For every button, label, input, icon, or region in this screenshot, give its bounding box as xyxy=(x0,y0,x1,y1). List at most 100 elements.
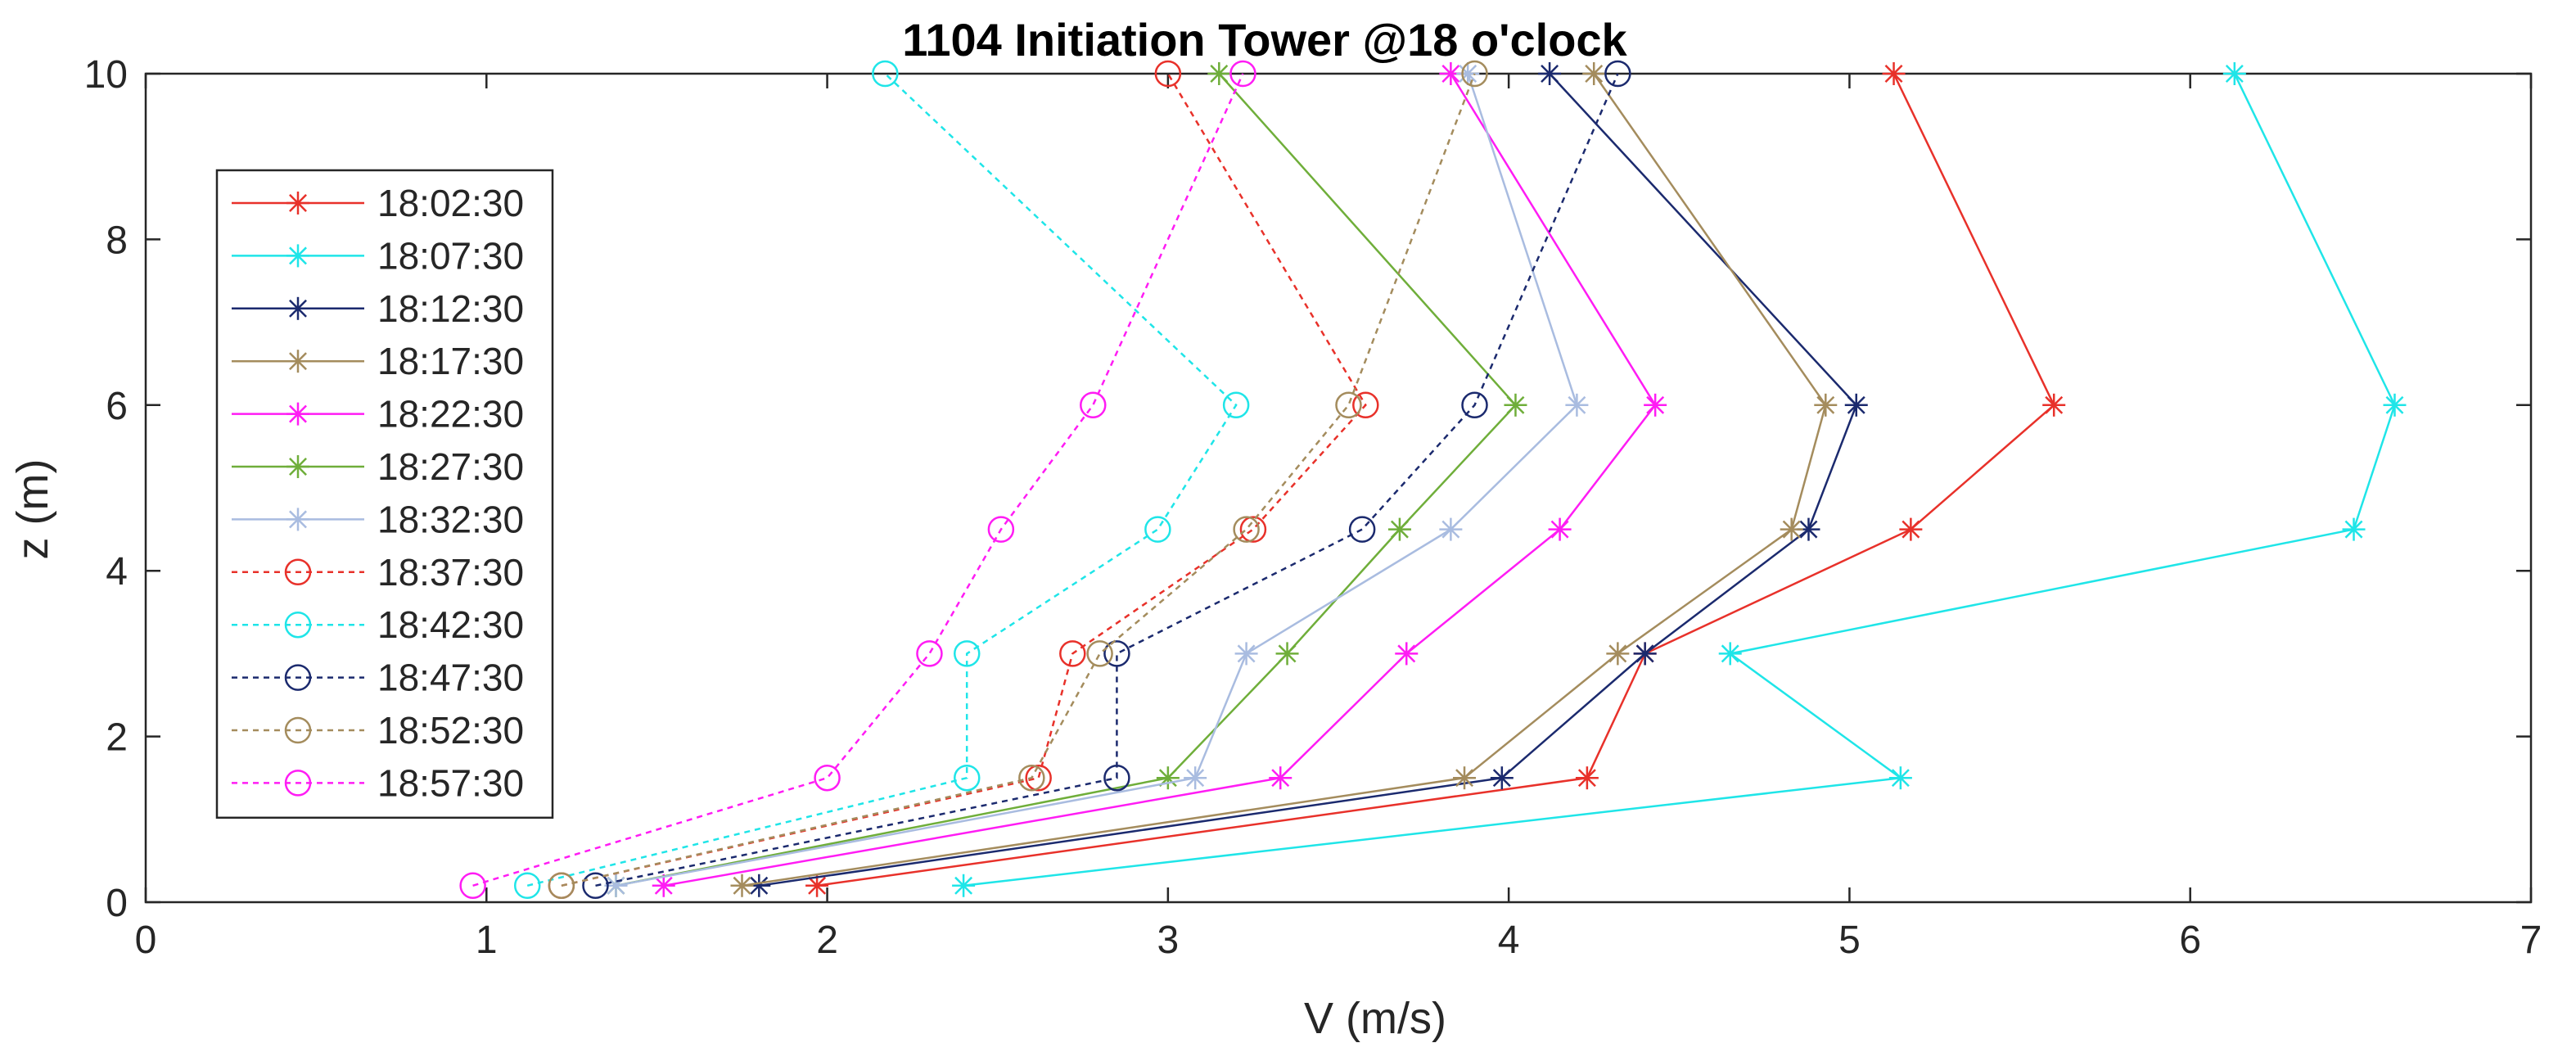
data-point xyxy=(1575,766,1599,790)
x-tick-label: 6 xyxy=(2179,919,2201,962)
data-point xyxy=(1234,642,1258,666)
y-tick-label: 6 xyxy=(106,385,128,428)
x-tick-label: 1 xyxy=(476,919,498,962)
chart-title: 1104 Initiation Tower @18 o'clock xyxy=(902,14,1627,65)
star-stroke xyxy=(2045,395,2064,414)
legend-label: 18:37:30 xyxy=(377,551,524,594)
data-point xyxy=(1582,62,1606,85)
star-stroke xyxy=(2225,65,2244,83)
x-tick-label: 3 xyxy=(1157,919,1180,962)
legend-label: 18:27:30 xyxy=(377,445,524,488)
data-point xyxy=(2222,62,2246,85)
star-stroke xyxy=(289,194,307,212)
star-stroke xyxy=(289,246,307,265)
data-point xyxy=(916,640,943,667)
data-point xyxy=(582,872,609,900)
star-stroke xyxy=(1455,769,1473,788)
legend-marker xyxy=(286,508,309,531)
star-stroke xyxy=(1891,769,1910,788)
star-stroke xyxy=(1550,520,1569,539)
data-point xyxy=(1548,517,1572,541)
data-point xyxy=(1718,642,1742,666)
star-stroke xyxy=(1506,395,1525,414)
legend-marker xyxy=(286,402,309,426)
series-line xyxy=(759,73,1858,887)
series-line xyxy=(816,73,2055,887)
star-stroke xyxy=(808,876,827,895)
data-point xyxy=(1269,766,1293,790)
data-point xyxy=(1461,60,1488,88)
star-stroke xyxy=(1799,520,1818,539)
series-line xyxy=(472,73,1244,887)
legend-item: 18:37:30 xyxy=(232,551,524,594)
series-18-07-30 xyxy=(952,62,2407,897)
star-stroke xyxy=(750,876,769,895)
y-axis-label: z (m) xyxy=(8,459,57,560)
y-tick-label: 4 xyxy=(106,550,128,594)
star-stroke xyxy=(1782,520,1801,539)
legend-marker xyxy=(284,770,312,797)
series-18-47-30 xyxy=(582,60,1631,900)
data-point xyxy=(1882,62,1906,85)
data-point xyxy=(952,874,976,897)
star-stroke xyxy=(1441,520,1460,539)
data-point xyxy=(1604,60,1631,88)
x-tick-label: 4 xyxy=(1498,919,1520,962)
x-tick-label: 2 xyxy=(816,919,838,962)
star-stroke xyxy=(1585,65,1604,83)
data-point xyxy=(730,874,754,897)
y-tick-label: 0 xyxy=(106,882,128,925)
legend: 18:02:30 18:07:30 18:12:30 18:17:30 18:22:30… xyxy=(215,169,554,819)
series-18-57-30 xyxy=(459,60,1256,900)
data-point xyxy=(1025,764,1052,792)
star-stroke xyxy=(1186,769,1205,788)
x-tick-label: 5 xyxy=(1838,919,1861,962)
series-line xyxy=(963,73,2396,887)
legend-label: 18:42:30 xyxy=(377,603,524,646)
star-stroke xyxy=(1390,520,1409,539)
star-stroke xyxy=(954,876,973,895)
series-18-27-30 xyxy=(604,62,1527,897)
data-point xyxy=(1814,393,1838,417)
x-tick-label: 0 xyxy=(135,919,157,962)
data-point xyxy=(1086,640,1113,667)
data-point xyxy=(1059,640,1086,667)
data-point xyxy=(1348,516,1376,543)
data-point xyxy=(1233,516,1260,543)
data-point xyxy=(1490,766,1514,790)
axes-box xyxy=(144,72,2533,904)
data-point xyxy=(1335,391,1362,419)
y-tick-label: 8 xyxy=(106,219,128,262)
series-18-32-30 xyxy=(604,62,1589,897)
star-stroke xyxy=(1635,644,1654,663)
legend-item: 18:52:30 xyxy=(232,709,524,752)
data-point xyxy=(1456,62,1480,85)
data-point xyxy=(1080,391,1107,419)
data-point xyxy=(1606,642,1630,666)
plot-area: 0 1 2 3 4 5 6 7 0 2 4 6 8 10 xyxy=(84,53,2542,962)
data-point xyxy=(1504,393,1527,417)
data-point xyxy=(1538,62,1562,85)
star-stroke xyxy=(1397,644,1416,663)
legend-item: 18:27:30 xyxy=(232,445,524,488)
data-point xyxy=(1207,62,1231,85)
series-18-52-30 xyxy=(548,60,1488,900)
data-point xyxy=(1633,642,1657,666)
data-point xyxy=(1899,517,1923,541)
legend-marker xyxy=(286,350,309,373)
data-point xyxy=(1352,391,1379,419)
star-stroke xyxy=(289,510,307,529)
series-18-22-30 xyxy=(652,62,1667,897)
legend-item: 18:07:30 xyxy=(232,234,524,277)
star-stroke xyxy=(733,876,751,895)
legend-marker xyxy=(284,664,312,691)
legend-label: 18:22:30 xyxy=(377,393,524,436)
legend-item: 18:02:30 xyxy=(232,182,524,224)
legend-label: 18:47:30 xyxy=(377,657,524,699)
data-point xyxy=(987,516,1015,543)
star-stroke xyxy=(1884,65,1903,83)
data-point xyxy=(1018,764,1045,792)
star-stroke xyxy=(1541,65,1559,83)
data-point xyxy=(1565,393,1589,417)
